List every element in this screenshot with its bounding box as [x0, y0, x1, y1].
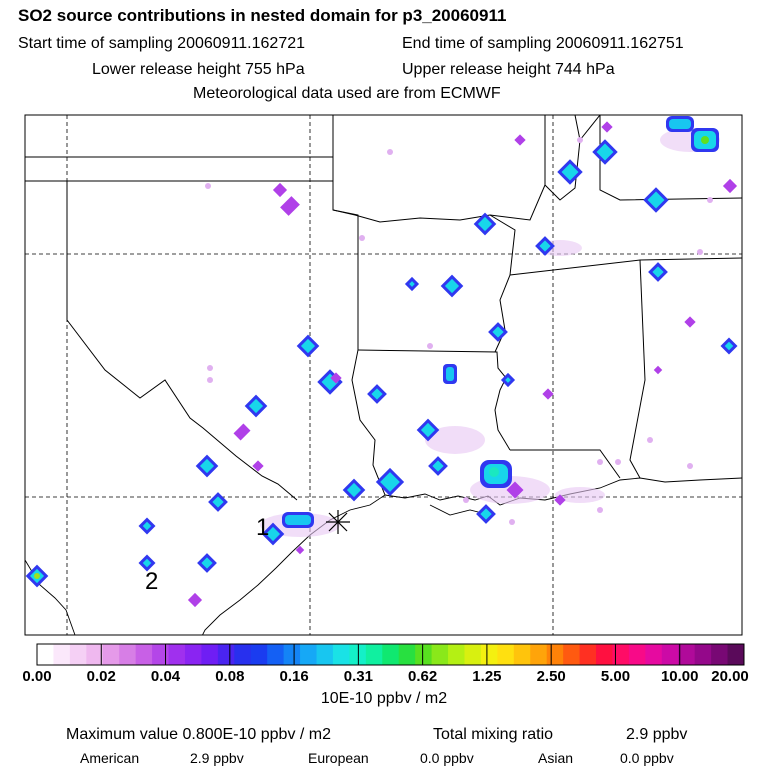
met-data-label: Meteorological data used are from ECMWF	[193, 85, 501, 102]
colorbar-tick-label: 0.00	[22, 668, 52, 685]
american-label: American	[80, 750, 140, 766]
receptor-marker	[326, 510, 350, 534]
colorbar-swatch	[152, 644, 170, 665]
colorbar-ticks	[36, 644, 745, 665]
colorbar-tick-label: 10.00	[660, 668, 699, 685]
colorbar-swatch	[513, 644, 531, 665]
colorbar-swatch	[201, 644, 219, 665]
colorbar-swatch	[596, 644, 613, 665]
colorbar-swatch	[86, 644, 104, 665]
site-label-1: 1	[256, 514, 269, 541]
colorbar-swatch	[102, 644, 120, 665]
colorbar-swatch	[546, 644, 564, 665]
grid-lines	[25, 115, 742, 635]
colorbar-swatch	[365, 644, 383, 665]
colorbar-swatch	[234, 644, 252, 665]
colorbar-tick-label: 0.62	[408, 668, 438, 685]
colorbar-tick-label: 5.00	[600, 668, 631, 685]
state-boundaries	[25, 115, 742, 501]
colorbar-swatch	[217, 644, 235, 665]
colorbar-swatch	[283, 644, 301, 665]
colorbar-tick-label: 0.31	[343, 668, 373, 685]
colorbar-swatch	[431, 644, 449, 665]
colorbar-swatch	[398, 644, 416, 665]
page-title: SO2 source contributions in nested domai…	[18, 6, 507, 25]
colorbar-swatch	[727, 644, 745, 665]
colorbar-swatch	[448, 644, 465, 665]
colorbar-swatch	[497, 644, 515, 665]
colorbar-swatch	[382, 644, 400, 665]
colorbar-tick-label: 20.00	[711, 668, 749, 685]
colorbar-swatch	[168, 644, 186, 665]
colorbar-swatch	[250, 644, 268, 665]
colorbar-swatch	[316, 644, 334, 665]
european-value: 0.0 ppbv	[420, 750, 474, 766]
european-label: European	[308, 750, 369, 766]
asian-value: 0.0 ppbv	[620, 750, 674, 766]
colorbar-swatch	[694, 644, 712, 665]
asian-label: Asian	[538, 750, 574, 766]
colorbar-swatch	[628, 644, 646, 665]
colorbar-tick-label: 2.50	[536, 668, 566, 685]
colorbar-swatch	[53, 644, 71, 665]
end-time-label: End time of sampling 20060911.162751	[402, 35, 684, 52]
colorbar-tick-label: 1.25	[472, 668, 502, 685]
colorbar	[37, 644, 745, 665]
site-label-2: 2	[145, 568, 158, 595]
total-mixing-value: 2.9 ppbv	[626, 726, 688, 743]
colorbar-swatch	[530, 644, 548, 665]
colorbar-swatch	[332, 644, 350, 665]
colorbar-swatch	[661, 644, 679, 665]
total-mixing-label: Total mixing ratio	[433, 726, 554, 743]
colorbar-swatch	[563, 644, 581, 665]
colorbar-swatch	[711, 644, 729, 665]
colorbar-swatch	[464, 644, 482, 665]
colorbar-swatch	[415, 644, 433, 665]
colorbar-swatch	[678, 644, 696, 665]
colorbar-swatch	[37, 644, 54, 665]
map-frame	[24, 114, 743, 636]
colorbar-swatch	[645, 644, 663, 665]
map-panel	[25, 115, 742, 635]
faint-dots	[205, 137, 713, 525]
colorbar-swatch	[579, 644, 597, 665]
colorbar-tick-label: 0.08	[215, 668, 245, 685]
colorbar-swatch	[300, 644, 318, 665]
colorbar-swatch	[612, 644, 630, 665]
colorbar-swatch	[267, 644, 285, 665]
lower-release-label: Lower release height 755 hPa	[92, 61, 305, 78]
colorbar-swatch	[480, 644, 498, 665]
upper-release-label: Upper release height 744 hPa	[402, 61, 615, 78]
units-label: 10E-10 ppbv / m2	[320, 690, 448, 707]
colorbar-swatch	[184, 644, 202, 665]
colorbar-swatch	[69, 644, 87, 665]
colorbar-tick-label: 0.16	[279, 668, 309, 685]
colorbar-swatch	[135, 644, 153, 665]
max-value-label: Maximum value 0.800E-10 ppbv / m2	[66, 726, 332, 743]
colorbar-tick-label: 0.04	[150, 668, 181, 685]
colorbar-swatch	[119, 644, 137, 665]
start-time-label: Start time of sampling 20060911.162721	[18, 35, 306, 52]
american-value: 2.9 ppbv	[190, 750, 244, 766]
colorbar-tick-label: 0.02	[86, 668, 116, 685]
